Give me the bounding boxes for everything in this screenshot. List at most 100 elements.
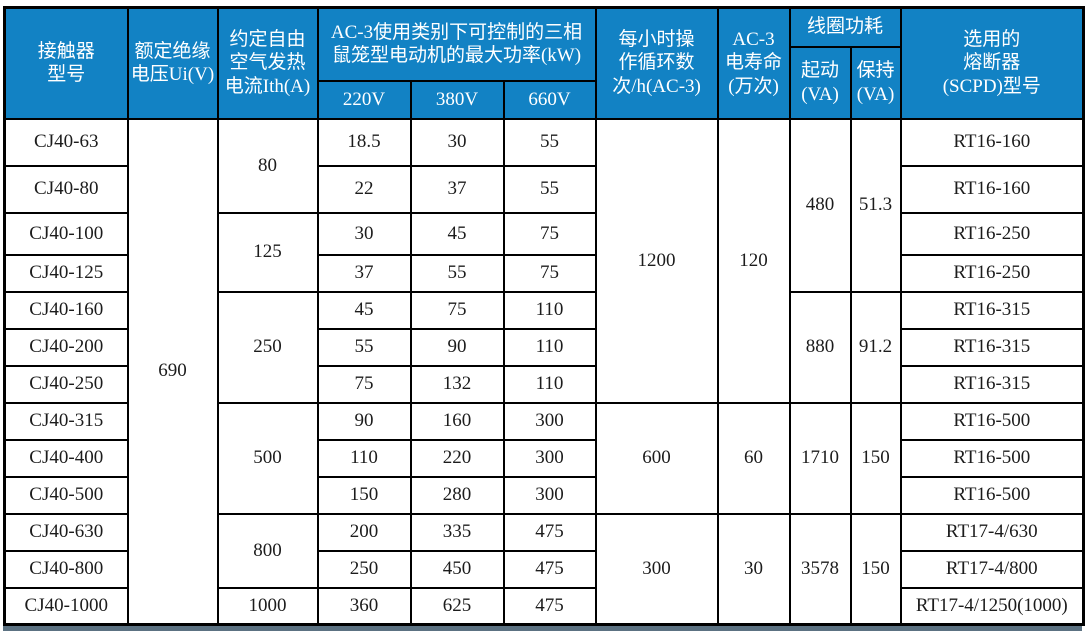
cell-kw-380: 160 <box>409 401 505 441</box>
cell-coil-start: 480 <box>788 117 852 293</box>
table-row: CJ40-160 250 45 75 110 880 91.2 RT16-315 <box>3 290 1085 404</box>
cell-fuse: RT17-4/630 <box>899 512 1085 552</box>
cell-kw-220: 37 <box>316 253 412 293</box>
cell-kw-380: 280 <box>409 475 505 515</box>
cell-coil-start: 880 <box>788 290 852 404</box>
cell-kw-660: 110 <box>502 364 597 404</box>
cell-kw-380: 75 <box>409 290 505 330</box>
cell-electrical-life: 30 <box>716 512 791 626</box>
table-row: CJ40-630 800 200 335 475 300 30 3578 150… <box>3 512 1085 626</box>
header-insulation-voltage: 额定绝缘 电压Ui(V) <box>126 6 219 120</box>
cell-kw-660: 475 <box>502 549 597 589</box>
table-row: CJ40-100 125 30 45 75 RT16-250 <box>3 211 1085 293</box>
cell-model: CJ40-100 <box>3 211 129 256</box>
header-fuse: 选用的 熔断器 (SCPD)型号 <box>899 6 1085 120</box>
table-row: CJ40-315 500 90 160 300 600 60 1710 150 … <box>3 401 1085 515</box>
cell-fuse: RT16-500 <box>899 401 1085 441</box>
cell-thermal-current: 80 <box>216 117 319 214</box>
table-row: CJ40-800 250 450 475 RT17-4/800 <box>3 549 1085 589</box>
cell-thermal-current: 1000 <box>216 586 319 626</box>
cell-kw-660: 75 <box>502 211 597 256</box>
cell-cycles: 1200 <box>594 117 719 404</box>
cell-model: CJ40-315 <box>3 401 129 441</box>
cell-model: CJ40-250 <box>3 364 129 404</box>
cell-kw-220: 200 <box>316 512 412 552</box>
cell-kw-380: 30 <box>409 117 505 167</box>
cell-kw-220: 110 <box>316 438 412 478</box>
cell-model: CJ40-630 <box>3 512 129 552</box>
cell-kw-660: 75 <box>502 253 597 293</box>
cell-kw-660: 475 <box>502 512 597 552</box>
cell-model: CJ40-80 <box>3 164 129 214</box>
table-row: CJ40-1000 1000 360 625 475 RT17-4/1250(1… <box>3 586 1085 626</box>
cell-cycles: 300 <box>594 512 719 626</box>
cell-kw-380: 625 <box>409 586 505 626</box>
cell-kw-220: 90 <box>316 401 412 441</box>
cell-fuse: RT16-160 <box>899 117 1085 167</box>
header-model: 接触器 型号 <box>3 6 129 120</box>
cell-fuse: RT16-250 <box>899 253 1085 293</box>
header-cycles: 每小时操 作循环数 次/h(AC-3) <box>594 6 719 120</box>
cell-kw-380: 45 <box>409 211 505 256</box>
cell-kw-380: 335 <box>409 512 505 552</box>
cell-model: CJ40-1000 <box>3 586 129 626</box>
cell-kw-220: 150 <box>316 475 412 515</box>
header-660v: 660V <box>502 79 597 120</box>
cell-coil-start: 3578 <box>788 512 852 626</box>
cell-kw-380: 220 <box>409 438 505 478</box>
cell-electrical-life: 60 <box>716 401 791 515</box>
cell-kw-660: 300 <box>502 475 597 515</box>
cell-coil-hold: 91.2 <box>849 290 902 404</box>
cell-coil-hold: 150 <box>849 512 902 626</box>
cell-kw-660: 110 <box>502 327 597 367</box>
cell-fuse: RT16-315 <box>899 327 1085 367</box>
cell-model: CJ40-63 <box>3 117 129 167</box>
header-power-group: AC-3使用类别下可控制的三相 鼠笼型电动机的最大功率(kW) <box>316 6 597 82</box>
cell-model: CJ40-500 <box>3 475 129 515</box>
cell-fuse: RT16-315 <box>899 364 1085 404</box>
contactor-spec-table: 接触器 型号 额定绝缘 电压Ui(V) 约定自由 空气发热 电流Ith(A) A… <box>3 6 1085 626</box>
header-220v: 220V <box>316 79 412 120</box>
table-row: CJ40-250 75 132 110 RT16-315 <box>3 364 1085 404</box>
cell-kw-660: 475 <box>502 586 597 626</box>
cell-fuse: RT16-315 <box>899 290 1085 330</box>
cell-fuse: RT16-500 <box>899 475 1085 515</box>
cell-model: CJ40-200 <box>3 327 129 367</box>
cell-thermal-current: 250 <box>216 290 319 404</box>
cell-model: CJ40-800 <box>3 549 129 589</box>
cell-coil-hold: 51.3 <box>849 117 902 293</box>
header-coil-power: 线圈功耗 <box>788 6 902 48</box>
header-thermal-current: 约定自由 空气发热 电流Ith(A) <box>216 6 319 120</box>
cell-thermal-current: 800 <box>216 512 319 589</box>
cell-kw-380: 37 <box>409 164 505 214</box>
header-coil-start: 起动 (VA) <box>788 45 852 120</box>
header-electrical-life: AC-3 电寿命 (万次) <box>716 6 791 120</box>
table-row: CJ40-200 55 90 110 RT16-315 <box>3 327 1085 367</box>
cell-model: CJ40-160 <box>3 290 129 330</box>
cell-kw-660: 300 <box>502 438 597 478</box>
cell-kw-660: 300 <box>502 401 597 441</box>
cell-kw-660: 110 <box>502 290 597 330</box>
cell-electrical-life: 120 <box>716 117 791 404</box>
cell-fuse: RT16-500 <box>899 438 1085 478</box>
cell-thermal-current: 500 <box>216 401 319 515</box>
cell-kw-660: 55 <box>502 164 597 214</box>
cell-coil-start: 1710 <box>788 401 852 515</box>
table-body: CJ40-63 690 80 18.5 30 55 1200 120 480 5… <box>3 117 1085 626</box>
cell-kw-380: 55 <box>409 253 505 293</box>
cell-cycles: 600 <box>594 401 719 515</box>
cell-fuse: RT17-4/1250(1000) <box>899 586 1085 626</box>
cell-kw-220: 360 <box>316 586 412 626</box>
cell-fuse: RT16-250 <box>899 211 1085 256</box>
cell-kw-220: 75 <box>316 364 412 404</box>
cell-kw-380: 450 <box>409 549 505 589</box>
cell-insulation-voltage: 690 <box>126 117 219 626</box>
table-row: CJ40-80 22 37 55 RT16-160 <box>3 164 1085 214</box>
table-row: CJ40-125 37 55 75 RT16-250 <box>3 253 1085 293</box>
table-header: 接触器 型号 额定绝缘 电压Ui(V) 约定自由 空气发热 电流Ith(A) A… <box>3 6 1085 120</box>
cell-kw-220: 18.5 <box>316 117 412 167</box>
cell-coil-hold: 150 <box>849 401 902 515</box>
cell-model: CJ40-400 <box>3 438 129 478</box>
cell-kw-380: 132 <box>409 364 505 404</box>
